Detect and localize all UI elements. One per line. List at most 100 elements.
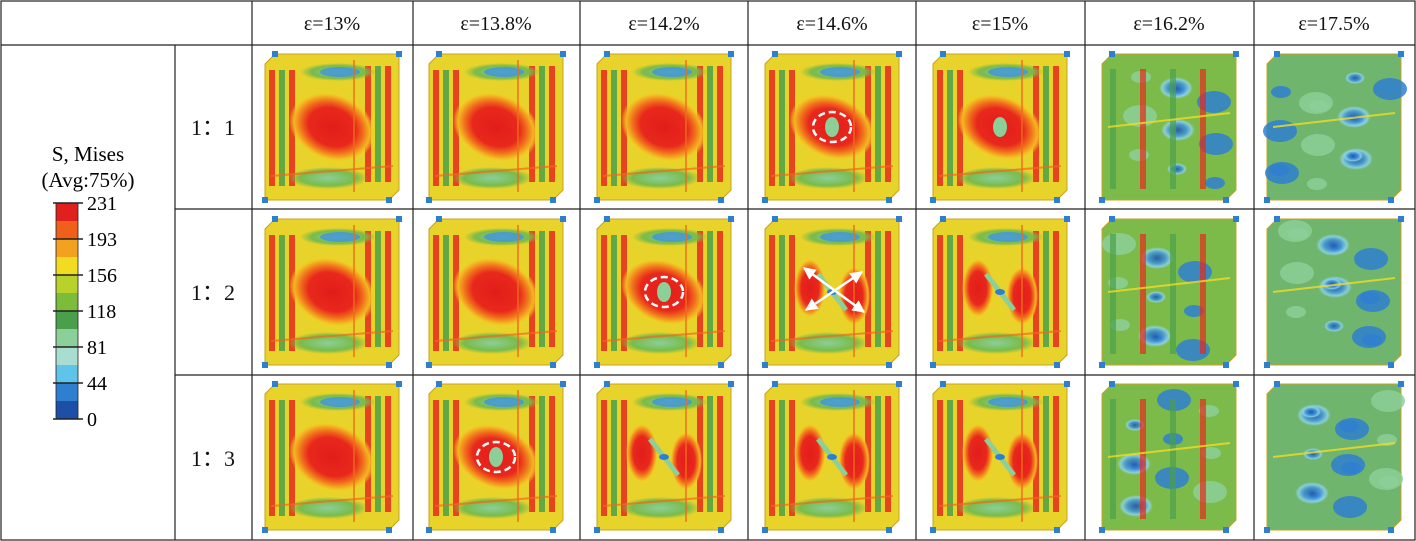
contour-patch	[1322, 278, 1342, 290]
top-band-core	[820, 397, 860, 407]
stress-hot-zone	[962, 423, 994, 483]
stress-hot-zone	[962, 258, 994, 318]
legend-ticks: 231 193 156 118 81 44 0	[53, 193, 117, 431]
corner-node	[772, 216, 778, 222]
cube-cell	[930, 216, 1070, 368]
corner-node	[262, 197, 268, 203]
contour-patch	[1352, 326, 1386, 348]
rib-stripe	[1200, 69, 1206, 189]
rib-stripe	[1200, 234, 1206, 354]
rib-stripe	[717, 231, 723, 347]
corner-node	[1398, 51, 1404, 57]
cube-cell	[262, 51, 402, 203]
contour-patch	[1354, 248, 1388, 270]
rib-stripe	[707, 231, 713, 347]
corner-node	[1388, 527, 1394, 533]
bottom-band	[788, 332, 868, 354]
rib-stripe	[539, 231, 545, 347]
contour-patch	[1373, 78, 1407, 100]
cube-cell	[426, 216, 566, 368]
cube-edge	[602, 330, 726, 342]
rib-stripe	[947, 400, 953, 516]
rib-stripe	[957, 235, 963, 351]
corner-node	[1054, 527, 1060, 533]
cube-cell	[594, 216, 734, 368]
buckle-spot	[995, 454, 1005, 460]
cube-cell	[594, 51, 734, 203]
rib-stripe	[443, 235, 449, 351]
legend-subtitle: (Avg:75%)	[42, 168, 135, 192]
bottom-band	[288, 332, 368, 354]
top-band-core	[988, 397, 1028, 407]
legend-tick-label: 44	[87, 373, 107, 395]
corner-node	[426, 362, 432, 368]
ratio-label-column: 1：1 1：2 1：3	[191, 115, 235, 471]
corner-node	[772, 381, 778, 387]
rib-stripe	[611, 70, 617, 186]
rib-stripe	[375, 396, 381, 512]
corner-node	[272, 381, 278, 387]
contour-patch	[1184, 305, 1204, 317]
contour-patch	[1193, 481, 1227, 503]
corner-node	[1054, 197, 1060, 203]
corner-node	[728, 381, 734, 387]
stress-hot-zone	[794, 423, 826, 483]
bottom-band	[452, 167, 532, 189]
buckle-spot	[993, 117, 1007, 137]
cube-edge	[434, 165, 558, 177]
corner-node	[1064, 216, 1070, 222]
legend-swatch	[56, 329, 78, 347]
legend-title: S, Mises	[52, 142, 124, 166]
rib-stripe	[779, 400, 785, 516]
corner-node	[940, 51, 946, 57]
corner-node	[940, 381, 946, 387]
cube-cell	[1264, 216, 1404, 368]
top-band-core	[484, 397, 524, 407]
rib-stripe	[1053, 396, 1059, 512]
rib-stripe	[957, 400, 963, 516]
rib-stripe	[601, 235, 607, 351]
cube-edge	[770, 495, 894, 507]
cube-cell	[594, 381, 734, 533]
cube-edge	[434, 330, 558, 342]
corner-node	[560, 381, 566, 387]
top-band-core	[320, 397, 360, 407]
bottom-band	[956, 497, 1036, 519]
legend-swatch	[56, 293, 78, 311]
crack-line	[1272, 442, 1396, 458]
cube-cell	[1263, 51, 1407, 203]
cube-cell	[930, 381, 1070, 533]
legend-swatch	[56, 365, 78, 383]
legend-swatch	[56, 221, 78, 239]
contour-patch	[1331, 454, 1365, 476]
corner-node	[386, 197, 392, 203]
bottom-band	[956, 167, 1036, 189]
top-band-core	[988, 67, 1028, 77]
rib-stripe	[947, 235, 953, 351]
top-band-core	[320, 232, 360, 242]
rib-stripe	[789, 235, 795, 351]
corner-node	[262, 362, 268, 368]
legend-swatch	[56, 383, 78, 401]
buckle-spot	[995, 289, 1005, 295]
corner-node	[604, 216, 610, 222]
contour-patch	[1360, 292, 1380, 304]
contour-patch	[1307, 178, 1327, 190]
legend-tick-label: 231	[87, 193, 117, 215]
corner-node	[386, 527, 392, 533]
top-band-core	[820, 232, 860, 242]
corner-node	[262, 527, 268, 533]
crack-line	[1107, 442, 1231, 458]
cube-cell	[1099, 381, 1239, 533]
corner-node	[436, 216, 442, 222]
bottom-band	[288, 497, 368, 519]
corner-node	[1233, 216, 1239, 222]
contour-patch	[1301, 406, 1321, 418]
corner-node	[930, 362, 936, 368]
corner-node	[426, 197, 432, 203]
corner-node	[436, 51, 442, 57]
rib-stripe	[937, 235, 943, 351]
rib-stripe	[779, 70, 785, 186]
contour-patch	[1102, 233, 1136, 255]
